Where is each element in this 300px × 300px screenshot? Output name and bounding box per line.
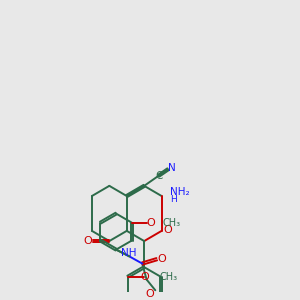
Text: O: O <box>147 218 155 228</box>
Text: H: H <box>170 195 177 204</box>
Text: N: N <box>169 163 176 173</box>
Text: C: C <box>155 171 162 181</box>
Text: CH₃: CH₃ <box>160 272 178 282</box>
Text: NH₂: NH₂ <box>170 187 189 197</box>
Text: O: O <box>140 272 149 282</box>
Text: NH: NH <box>121 248 136 258</box>
Text: O: O <box>158 254 166 264</box>
Text: O: O <box>164 225 172 235</box>
Text: O: O <box>146 289 154 299</box>
Text: O: O <box>84 236 92 246</box>
Text: CH₃: CH₃ <box>163 218 181 228</box>
